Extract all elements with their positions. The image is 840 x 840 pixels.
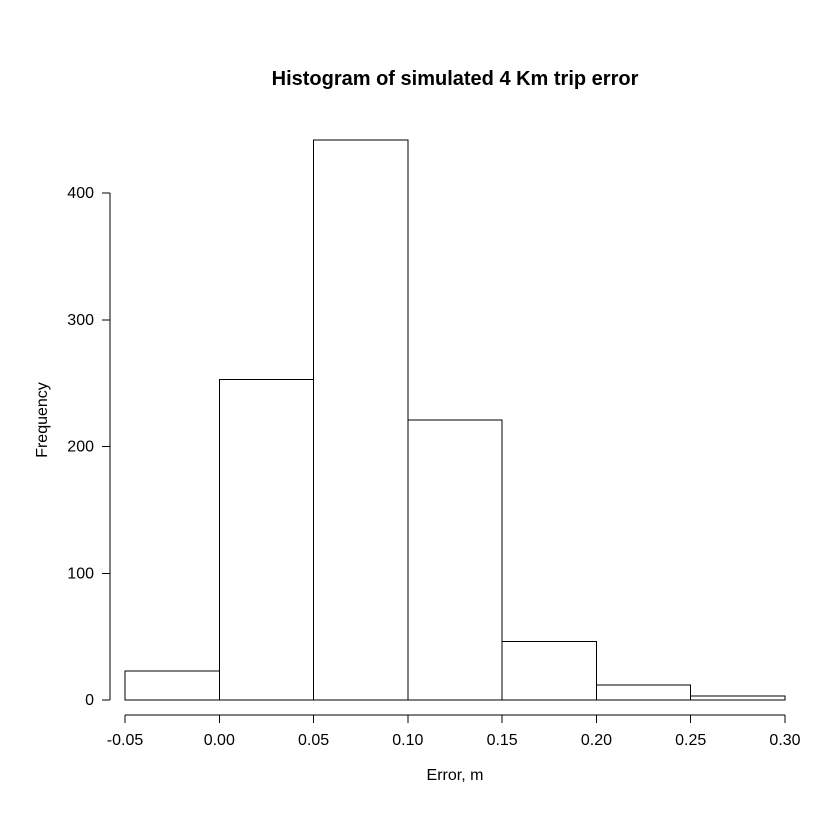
x-tick-label: 0.15 [487, 732, 518, 749]
histogram-bar [314, 140, 408, 700]
x-tick-label: 0.25 [675, 732, 706, 749]
x-tick-label: 0.05 [298, 732, 329, 749]
x-axis: -0.05 0.00 0.05 0.10 0.15 0.20 0.25 0.30 [107, 715, 801, 749]
x-tick-label: 0.10 [392, 732, 423, 749]
y-axis: 0 100 200 300 400 [67, 185, 110, 709]
chart-title: Histogram of simulated 4 Km trip error [272, 68, 639, 90]
histogram-bars [125, 140, 785, 700]
histogram-bar [502, 642, 596, 700]
histogram-bar [408, 420, 502, 700]
y-axis-label: Frequency [34, 382, 51, 458]
y-tick-label: 300 [67, 312, 94, 329]
x-tick-label: 0.00 [204, 732, 235, 749]
y-tick-label: 200 [67, 439, 94, 456]
histogram-chart: Histogram of simulated 4 Km trip error E… [0, 0, 840, 840]
x-tick-label: 0.20 [581, 732, 612, 749]
histogram-bar [691, 696, 785, 700]
y-tick-label: 400 [67, 185, 94, 202]
histogram-bar [219, 379, 313, 700]
x-axis-label: Error, m [427, 767, 484, 784]
y-tick-label: 0 [85, 692, 94, 709]
x-tick-label: -0.05 [107, 732, 144, 749]
x-tick-label: 0.30 [769, 732, 800, 749]
histogram-bar [596, 685, 690, 700]
y-tick-label: 100 [67, 565, 94, 582]
histogram-bar [125, 671, 219, 700]
